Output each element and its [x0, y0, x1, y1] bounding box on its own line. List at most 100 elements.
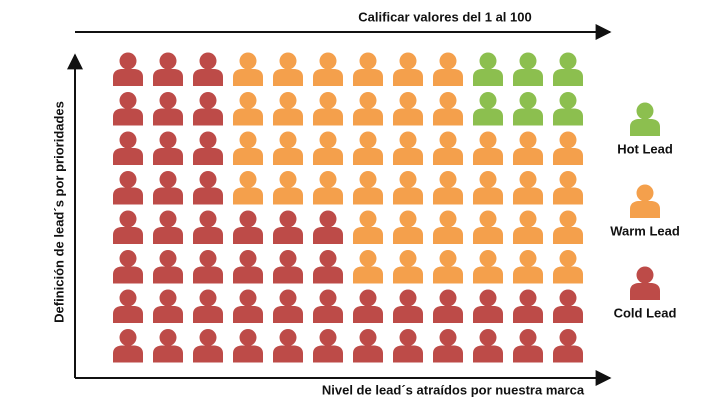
icon-body [513, 187, 543, 205]
icon-head [239, 289, 257, 307]
icon-head [319, 131, 337, 149]
icon-head [119, 289, 137, 307]
person-icon [353, 92, 383, 126]
person-icon [630, 102, 660, 136]
icon-body [433, 69, 463, 86]
icon-head [399, 171, 417, 188]
icon-head [279, 52, 297, 70]
person-icon [513, 131, 543, 165]
icon-body [273, 187, 303, 205]
person-icon [473, 131, 503, 165]
icon-body [313, 266, 343, 284]
icon-body [193, 306, 223, 323]
icon-body [233, 148, 263, 165]
person-icon [153, 250, 183, 284]
person-icon [313, 289, 343, 323]
icon-body [273, 108, 303, 126]
icon-body [153, 266, 183, 284]
person-icon [553, 250, 583, 284]
person-icon [193, 92, 223, 126]
person-icon [473, 92, 503, 126]
icon-head [636, 102, 654, 120]
person-icon [353, 52, 383, 86]
person-icon [273, 210, 303, 244]
icon-head [559, 52, 577, 70]
icon-head [359, 92, 377, 109]
icon-body [353, 227, 383, 244]
icon-head [239, 171, 257, 188]
person-icon [233, 210, 263, 244]
icon-head [399, 92, 417, 109]
icon-head [399, 210, 417, 228]
person-icon [513, 210, 543, 244]
icon-head [439, 131, 457, 149]
icon-head [399, 131, 417, 149]
icon-body [313, 108, 343, 126]
person-icon [113, 210, 143, 244]
icon-body [513, 227, 543, 244]
icon-head [119, 250, 137, 267]
icon-head [159, 289, 177, 307]
icon-head [479, 131, 497, 149]
icon-body [393, 108, 423, 126]
person-icon [473, 329, 503, 363]
person-icon [433, 329, 463, 363]
person-icon [553, 171, 583, 205]
icon-body [153, 227, 183, 244]
person-icon [513, 92, 543, 126]
person-icon [393, 250, 423, 284]
icon-body [513, 108, 543, 126]
person-icon [513, 289, 543, 323]
person-icon [393, 92, 423, 126]
person-icon [273, 329, 303, 363]
person-icon [353, 131, 383, 165]
icon-head [479, 250, 497, 267]
icon-body [473, 266, 503, 284]
icon-head [359, 131, 377, 149]
icon-head [199, 289, 217, 307]
icon-head [239, 92, 257, 109]
icon-body [353, 266, 383, 284]
icon-head [399, 52, 417, 70]
icon-head [479, 52, 497, 70]
icon-head [159, 329, 177, 346]
icon-head [479, 92, 497, 109]
person-icon [233, 329, 263, 363]
icon-head [199, 329, 217, 346]
icon-body [233, 266, 263, 284]
person-icon [473, 289, 503, 323]
icon-head [279, 210, 297, 228]
icon-body [393, 69, 423, 86]
person-icon [313, 131, 343, 165]
icon-body [233, 345, 263, 363]
icon-head [239, 329, 257, 346]
icon-body [313, 306, 343, 323]
icon-head [159, 250, 177, 267]
icon-body [553, 227, 583, 244]
icon-head [559, 171, 577, 188]
person-icon [233, 250, 263, 284]
person-icon [193, 210, 223, 244]
icon-body [113, 148, 143, 165]
person-icon [393, 171, 423, 205]
icon-head [439, 171, 457, 188]
icon-body [153, 306, 183, 323]
person-icon [513, 52, 543, 86]
icon-body [233, 108, 263, 126]
icon-head [519, 131, 537, 149]
icon-body [153, 187, 183, 205]
person-icon [353, 171, 383, 205]
icon-head [319, 52, 337, 70]
icon-body [553, 345, 583, 363]
legend-label: Warm Lead [610, 223, 680, 238]
person-icon [393, 329, 423, 363]
icon-body [553, 148, 583, 165]
icon-head [319, 250, 337, 267]
icon-head [119, 210, 137, 228]
icon-head [279, 92, 297, 109]
icon-head [159, 92, 177, 109]
icon-body [113, 187, 143, 205]
icon-head [559, 329, 577, 346]
person-icon [193, 250, 223, 284]
icon-body [113, 69, 143, 86]
